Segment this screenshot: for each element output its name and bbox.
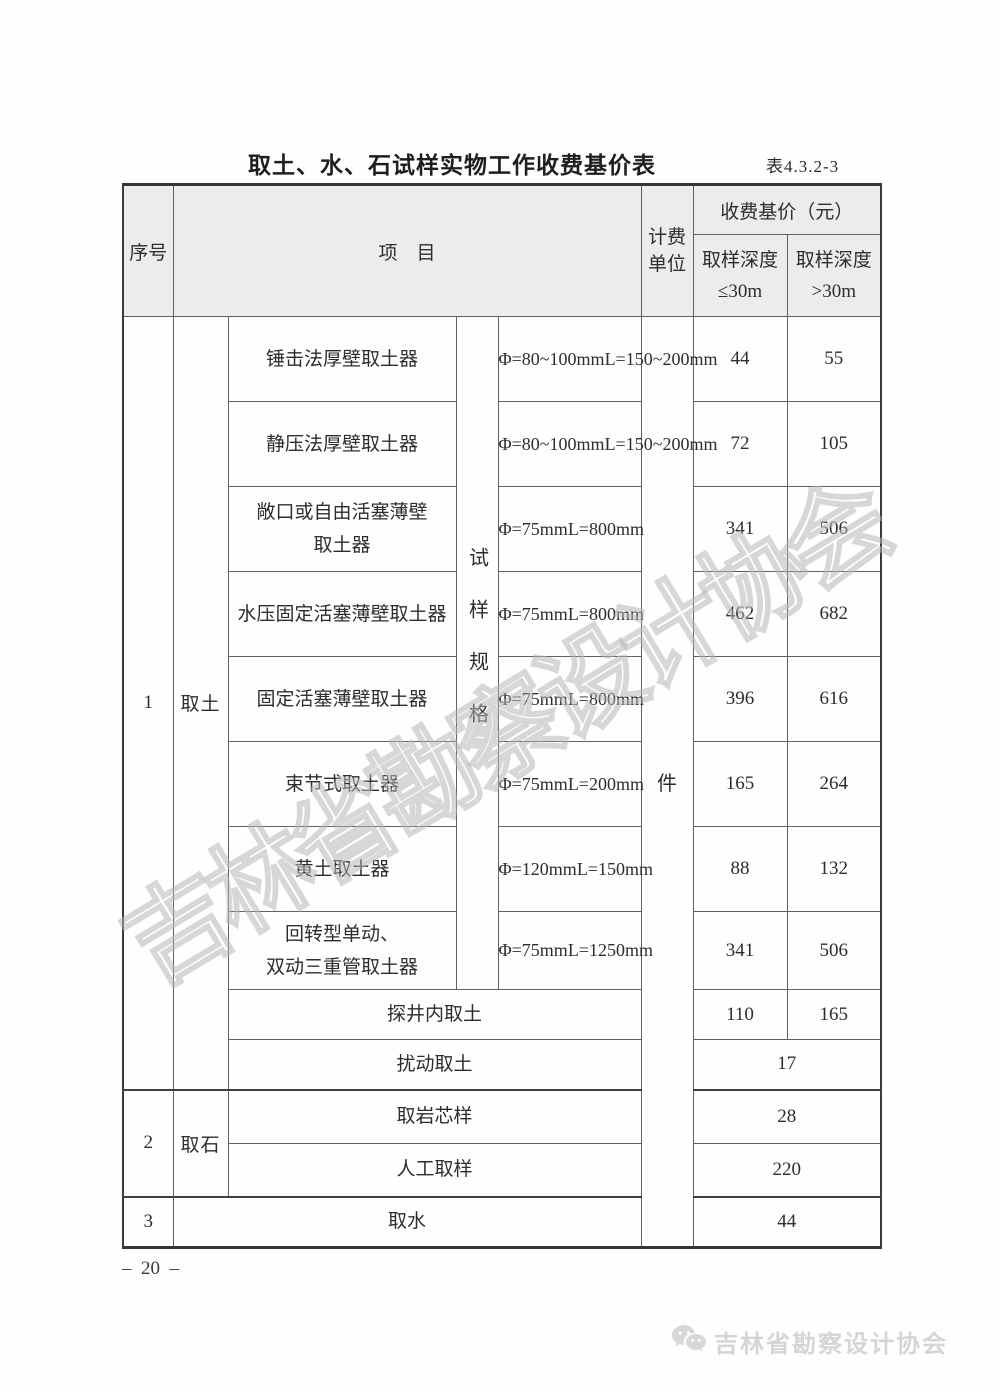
price-le30-cell: 88	[692, 826, 788, 912]
spec-cell: Φ=75mmL=800mm	[497, 486, 644, 572]
header-depth-le30: 取样深度 ≤30m	[692, 234, 788, 317]
price-gt30-cell: 506	[786, 486, 882, 572]
price-merged-cell: 28	[692, 1088, 882, 1144]
wechat-icon	[671, 1324, 707, 1359]
table-row: 静压法厚壁取土器 Φ=80~100mmL=150~200mm 72 105	[123, 401, 882, 487]
table-number: 表4.3.2-3	[766, 157, 840, 176]
spec-cell: Φ=75mmL=800mm	[497, 656, 644, 742]
page-title: 取土、水、石试样实物工作收费基价表	[248, 152, 656, 178]
price-gt30-cell: 55	[786, 316, 882, 402]
spec-cell: Φ=120mmL=150mm	[497, 826, 653, 912]
item-cell: 黄土取土器	[227, 826, 457, 912]
table-row: 1 取土 锤击法厚壁取土器 试样规格 Φ=80~100mmL=150~200mm…	[122, 316, 882, 1248]
item-cell: 固定活塞薄壁取土器	[227, 656, 457, 742]
header-item: 项 目	[172, 184, 642, 317]
fee-table: 序号 项 目 计费 单位 收费基价（元） 取样深度 ≤30m 取样深度 >30m…	[122, 183, 883, 1249]
footer-brand: 吉林省勘察设计协会	[671, 1324, 948, 1359]
header-price-group: 收费基价（元）	[692, 184, 882, 235]
price-le30-cell: 165	[692, 741, 788, 827]
spec-cell: Φ=80~100mmL=150~200mm	[497, 401, 717, 487]
spec-cell: Φ=75mmL=200mm	[497, 741, 644, 827]
header-depth-gt30: 取样深度 >30m	[786, 234, 882, 317]
price-gt30-cell: 506	[786, 911, 882, 990]
price-le30-cell: 110	[692, 989, 788, 1040]
table-row: 扰动取土 17	[123, 1039, 882, 1090]
table-row: 黄土取土器 Φ=120mmL=150mm 88 132	[123, 826, 882, 912]
price-le30-cell: 72	[692, 401, 788, 487]
table-row: 水压固定活塞薄壁取土器 Φ=75mmL=800mm 462 682	[123, 571, 882, 657]
table-row: 敞口或自由活塞薄壁 取土器 Φ=75mmL=800mm 341 506	[123, 486, 882, 572]
price-le30-cell: 341	[692, 911, 788, 990]
spec-cell: Φ=80~100mmL=150~200mm	[497, 316, 717, 402]
item-cell: 扰动取土	[227, 1039, 642, 1090]
item-cell: 探井内取土	[227, 989, 642, 1040]
table-row: 固定活塞薄壁取土器 Φ=75mmL=800mm 396 616	[123, 656, 882, 742]
table-row: 2 取石 取岩芯样 28	[122, 1088, 882, 1197]
item-cell: 敞口或自由活塞薄壁 取土器	[227, 486, 457, 572]
item-cell: 束节式取土器	[227, 741, 457, 827]
header-unit: 计费 单位	[640, 184, 694, 317]
item-cell: 回转型单动、 双动三重管取土器	[227, 911, 457, 990]
price-gt30-cell: 132	[786, 826, 882, 912]
price-gt30-cell: 616	[786, 656, 882, 742]
price-le30-cell: 462	[692, 571, 788, 657]
price-le30-cell: 44	[692, 316, 788, 402]
serial-cell: 3	[122, 1195, 174, 1248]
item-cell: 静压法厚壁取土器	[227, 401, 457, 487]
price-gt30-cell: 165	[786, 989, 882, 1040]
table-row: 3 取水 44	[122, 1195, 882, 1248]
table-row: 人工取样 220	[123, 1143, 882, 1197]
spec-cell: Φ=75mmL=800mm	[497, 571, 644, 657]
category-cell: 取土	[172, 316, 229, 1090]
table-row: 探井内取土 110 165	[123, 989, 882, 1040]
header-row-1: 序号 项 目 计费 单位 收费基价（元）	[122, 184, 882, 317]
price-gt30-cell: 105	[786, 401, 882, 487]
table-row: 束节式取土器 Φ=75mmL=200mm 165 264	[123, 741, 882, 827]
header-serial: 序号	[122, 184, 174, 317]
price-le30-cell: 341	[692, 486, 788, 572]
price-le30-cell: 396	[692, 656, 788, 742]
price-merged-cell: 220	[692, 1143, 882, 1197]
item-cell: 水压固定活塞薄壁取土器	[227, 571, 457, 657]
footer-brand-label: 吉林省勘察设计协会	[714, 1331, 948, 1358]
serial-cell: 1	[122, 316, 174, 1090]
item-cell: 取岩芯样	[227, 1088, 642, 1144]
price-merged-cell: 44	[692, 1195, 882, 1248]
item-cell: 人工取样	[227, 1143, 642, 1197]
price-gt30-cell: 682	[786, 571, 882, 657]
serial-cell: 2	[122, 1088, 174, 1197]
spec-cell: Φ=75mmL=1250mm	[497, 911, 653, 990]
page-number: – 20 –	[122, 1258, 179, 1279]
price-gt30-cell: 264	[786, 741, 882, 827]
item-cell: 取水	[172, 1195, 642, 1248]
table-row: 回转型单动、 双动三重管取土器 Φ=75mmL=1250mm 341 506	[123, 911, 882, 990]
item-cell: 锤击法厚壁取土器	[227, 316, 457, 402]
spec-label-cell: 试样规格	[455, 316, 499, 990]
category-cell: 取石	[172, 1088, 229, 1197]
header-row-2: 取样深度 ≤30m 取样深度 >30m	[123, 234, 882, 317]
price-merged-cell: 17	[692, 1039, 882, 1090]
